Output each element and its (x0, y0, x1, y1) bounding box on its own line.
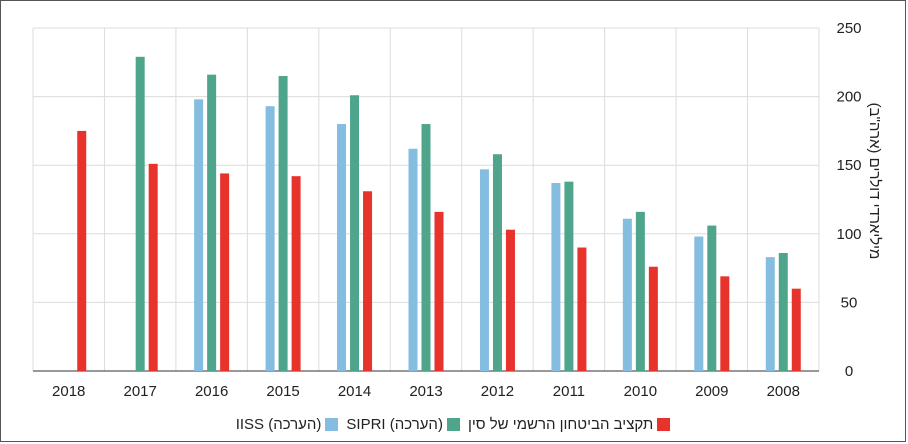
legend-label-iiss: (הערכה) IISS (235, 415, 322, 433)
bar-2016-series-1 (207, 74, 217, 371)
x-tick-label: 2011 (553, 383, 585, 400)
x-tick-label: 2013 (409, 383, 442, 400)
bar-2011-series-2 (577, 247, 587, 371)
bar-2017-series-1 (135, 56, 145, 371)
bar-2014-series-1 (350, 95, 360, 371)
y-tick-label: 0 (845, 363, 853, 380)
legend-swatch-official (657, 417, 671, 431)
bar-2008-series-0 (765, 257, 775, 371)
bar-2016-series-2 (220, 173, 230, 371)
legend-swatch-iiss (325, 417, 339, 431)
bar-2009-series-0 (694, 236, 704, 371)
x-tick-label: 2010 (624, 383, 657, 400)
legend: תקציב הביטחון הרשמי של סין (הערכה) SIPRI… (1, 412, 905, 436)
bar-2018-series-2 (77, 130, 87, 371)
bar-2015-series-0 (265, 106, 275, 371)
legend-item-iiss: (הערכה) IISS (236, 416, 339, 433)
bar-2015-series-1 (278, 76, 288, 372)
y-tick-label: 200 (836, 89, 861, 106)
bar-2017-series-2 (148, 163, 158, 371)
bar-2013-series-1 (421, 124, 431, 371)
bar-2012-series-0 (479, 169, 489, 371)
legend-item-official: תקציב הביטחון הרשמי של סין (467, 415, 671, 433)
bar-2014-series-0 (337, 124, 347, 371)
x-tick-label: 2014 (338, 383, 371, 400)
y-tick-label: 50 (841, 294, 858, 311)
x-tick-label: 2017 (123, 383, 156, 400)
legend-swatch-sipri (446, 417, 460, 431)
bar-2009-series-2 (720, 276, 730, 371)
bar-2014-series-2 (363, 191, 373, 371)
bar-2010-series-2 (648, 266, 658, 371)
x-tick-label: 2018 (52, 383, 85, 400)
x-tick-label: 2008 (767, 383, 800, 400)
bar-2011-series-0 (551, 183, 561, 371)
x-tick-label: 2009 (695, 383, 728, 400)
x-tick-label: 2015 (266, 383, 299, 400)
bar-2015-series-2 (291, 176, 301, 371)
bar-2012-series-2 (505, 229, 515, 371)
bar-2008-series-2 (791, 288, 801, 371)
y-tick-label: 100 (836, 226, 861, 243)
y-tick-label: 250 (836, 20, 861, 37)
bar-2010-series-0 (622, 218, 632, 371)
y-axis-title: מיליארדי דולרים (ארה"ב) (866, 102, 883, 260)
bar-2008-series-1 (778, 253, 788, 371)
bar-2011-series-1 (564, 181, 574, 371)
y-tick-label: 150 (836, 157, 861, 174)
bar-2009-series-1 (707, 225, 717, 371)
bar-2010-series-1 (635, 211, 645, 371)
legend-label-official: תקציב הביטחון הרשמי של סין (467, 415, 654, 433)
x-tick-label: 2016 (195, 383, 228, 400)
bar-2013-series-0 (408, 148, 418, 371)
legend-item-sipri: (הערכה) SIPRI (346, 416, 460, 433)
bar-2012-series-1 (492, 154, 502, 371)
bar-2013-series-2 (434, 211, 444, 371)
legend-label-sipri: (הערכה) SIPRI (346, 415, 443, 433)
x-tick-label: 2012 (481, 383, 514, 400)
bar-2016-series-0 (194, 99, 204, 372)
